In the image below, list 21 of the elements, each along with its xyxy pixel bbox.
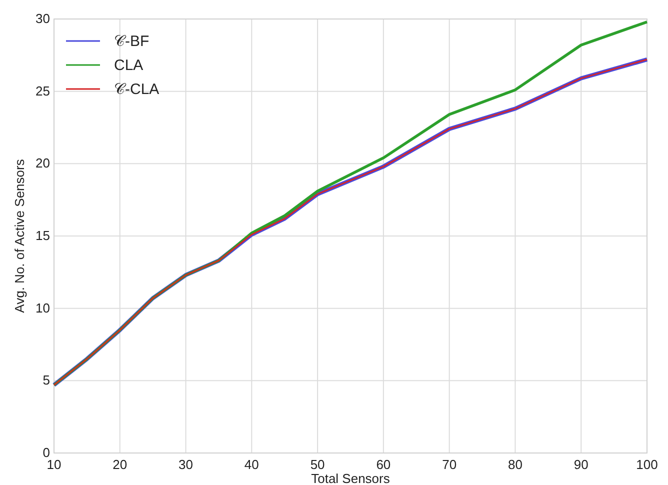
x-tick-label: 100 [636,457,658,472]
x-tick-label: 30 [178,457,194,472]
x-tick-label: 40 [244,457,259,472]
x-tick-label: 90 [574,457,588,472]
y-axis-title: Avg. No. of Active Sensors [12,158,27,313]
y-tick-label: 25 [36,83,50,98]
legend-label: 𝒞-BF [114,33,150,50]
x-tick-label: 50 [310,457,325,472]
legend-label: 𝒞-CLA [114,81,160,98]
y-tick-label: 0 [42,445,50,460]
y-tick-label: 10 [36,300,50,316]
y-tick-label: 5 [42,372,50,388]
x-tick-label: 60 [376,457,391,472]
x-axis-title: Total Sensors [311,471,390,485]
y-tick-label: 15 [36,228,50,243]
x-tick-label: 80 [508,457,522,472]
x-tick-label: 70 [442,457,457,472]
legend-label: CLA [114,57,144,74]
y-tick-label: 20 [36,156,50,171]
y-tick-label: 30 [36,11,50,26]
x-tick-label: 20 [112,457,128,472]
